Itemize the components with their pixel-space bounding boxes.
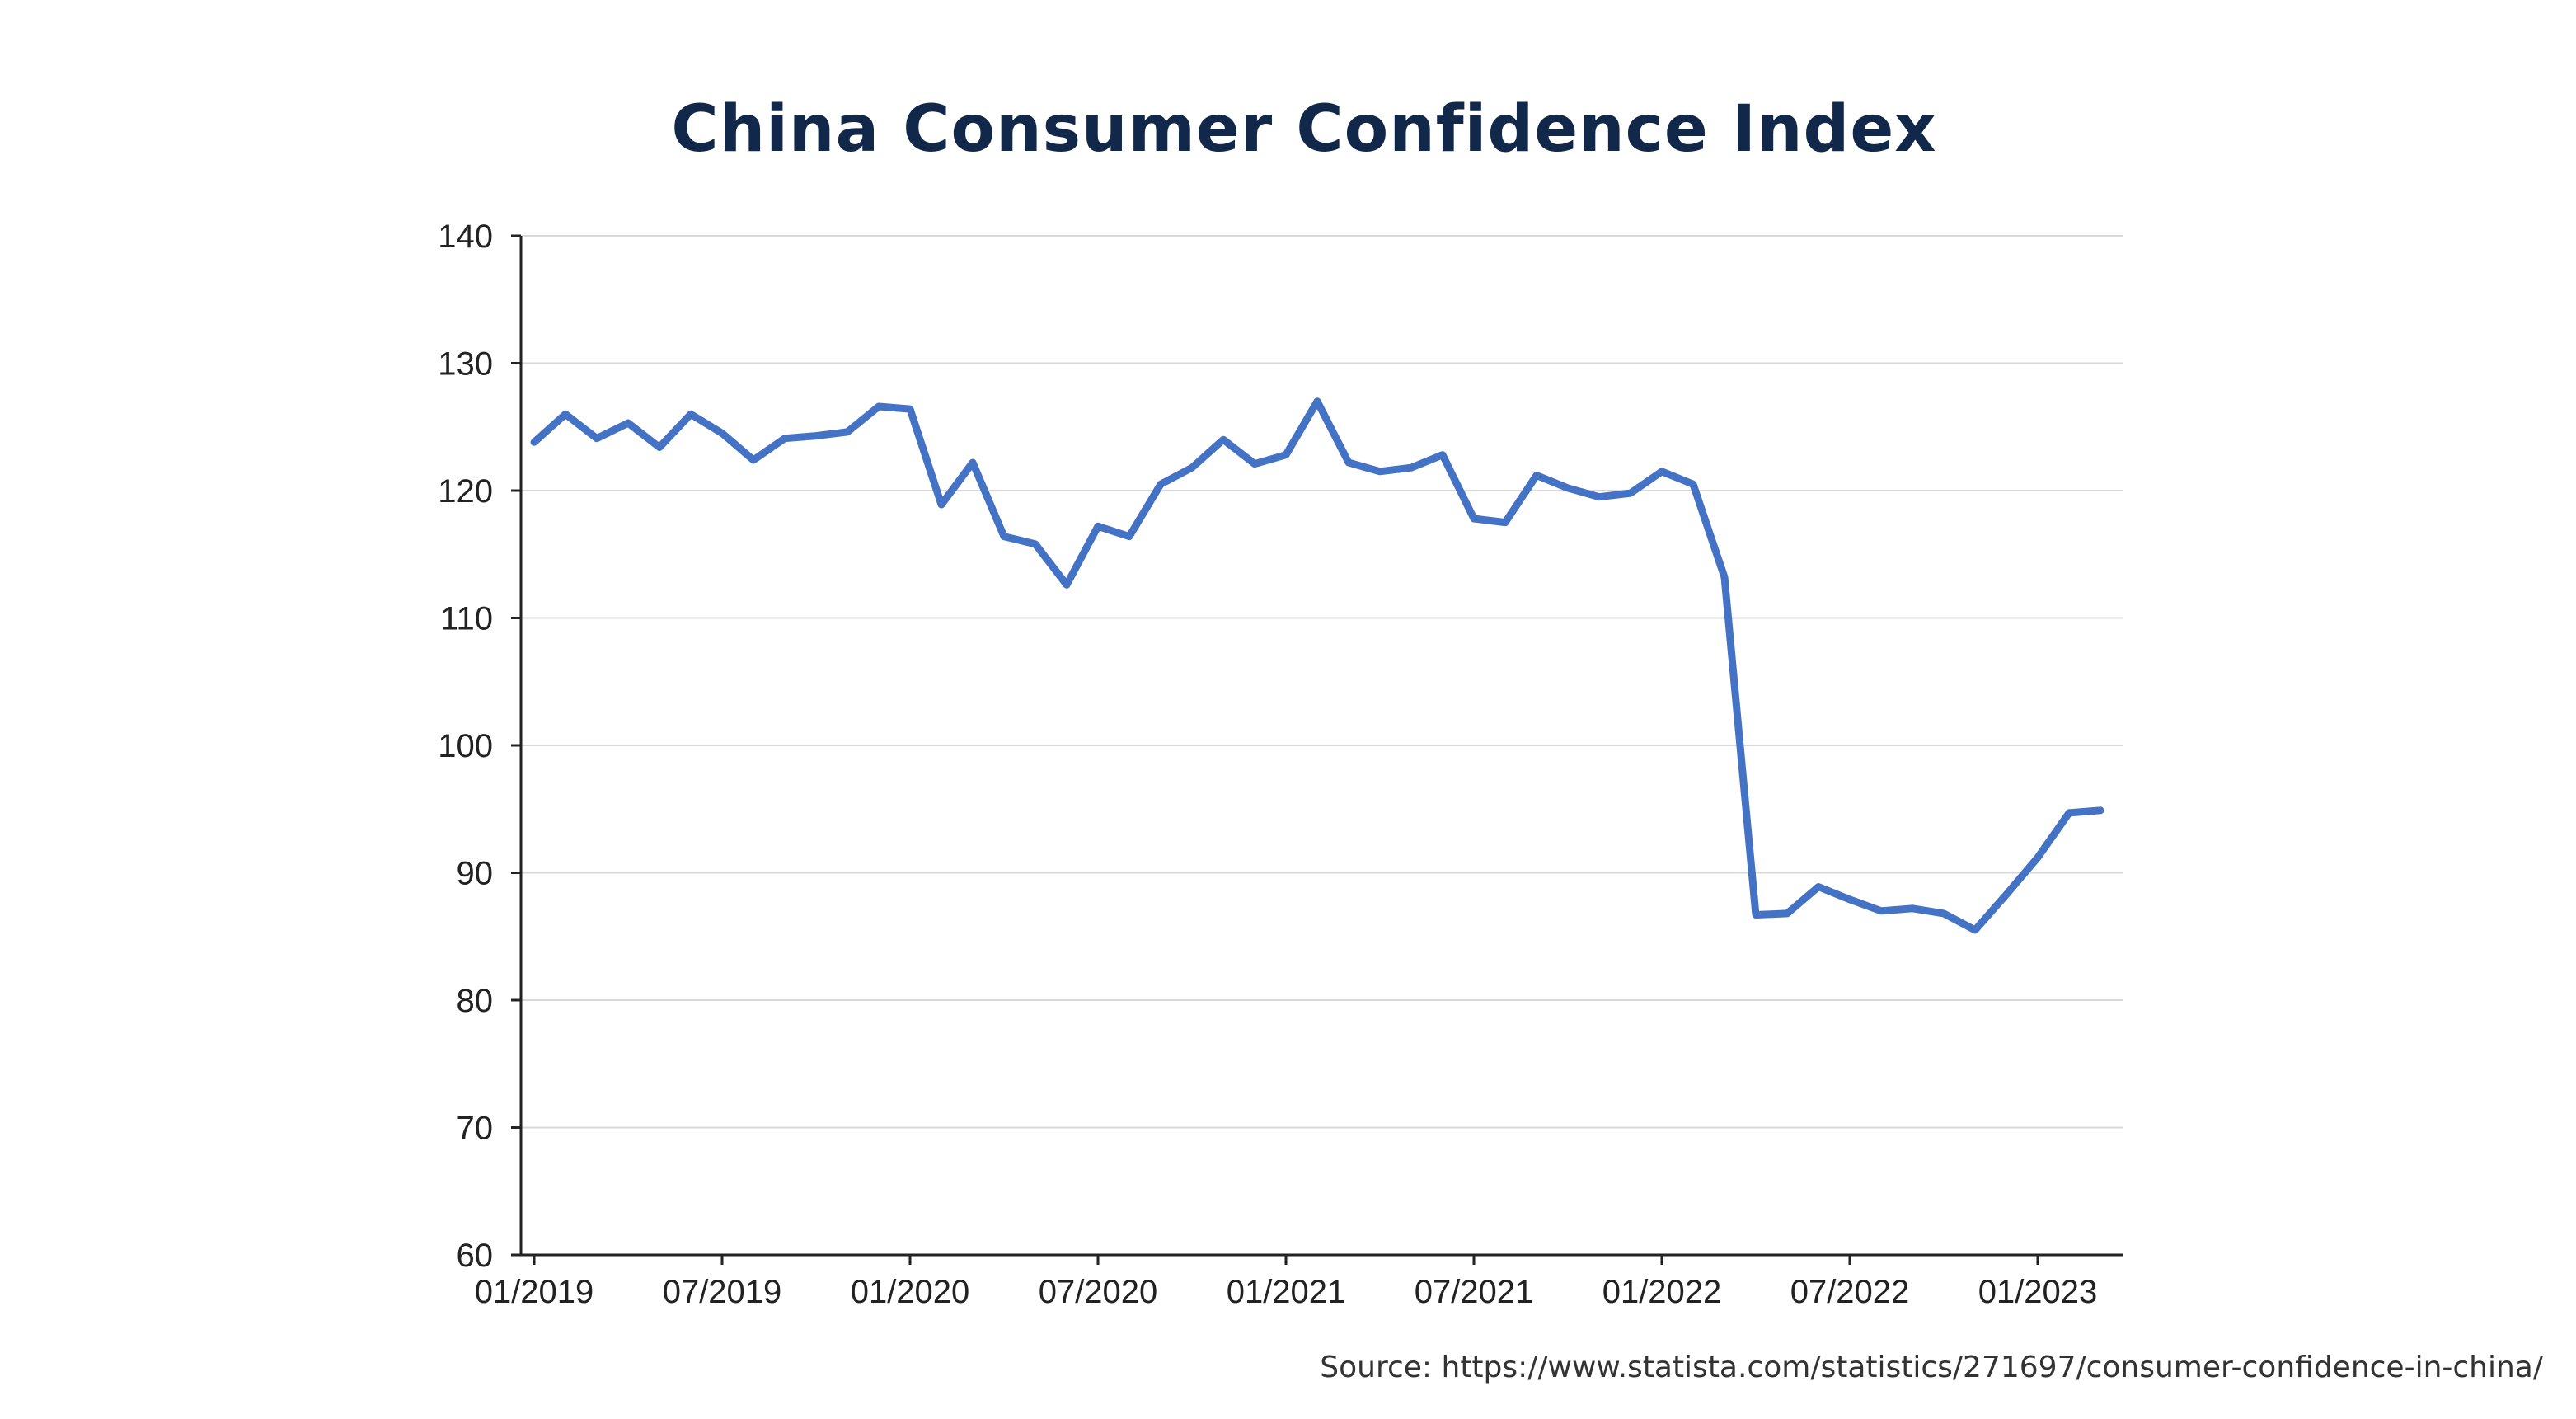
data-point-08-2022	[1879, 908, 1884, 914]
data-point-07-2020	[1096, 524, 1100, 529]
data-point-11-2019	[845, 429, 850, 435]
data-point-04-2022	[1753, 912, 1758, 918]
y-tick-label-60: 60	[457, 1238, 494, 1274]
series-group	[530, 397, 2104, 934]
y-tick-label-100: 100	[438, 728, 493, 764]
source-note: Source: https://www.statista.com/statist…	[1320, 1351, 2543, 1384]
data-point-09-2022	[1910, 905, 1915, 911]
data-point-02-2022	[1691, 482, 1696, 487]
x-tick-label-07-2019: 07/2019	[663, 1274, 782, 1310]
data-point-06-2020	[1064, 582, 1069, 588]
gridlines	[521, 235, 2123, 1129]
x-tick-label-01-2019: 01/2019	[475, 1274, 594, 1310]
data-point-11-2022	[1973, 928, 1978, 933]
y-tick-label-110: 110	[440, 601, 493, 637]
y-tick-label-80: 80	[457, 983, 494, 1019]
data-point-02-2023	[2067, 810, 2072, 815]
data-point-06-2022	[1816, 884, 1821, 890]
x-tick-label-07-2021: 07/2021	[1415, 1274, 1534, 1310]
data-point-01-2023	[2035, 855, 2040, 860]
data-point-02-2019	[563, 411, 568, 417]
data-point-05-2019	[657, 444, 662, 450]
y-axis-tick-labels: 60 70 80 90 100 110 120 130 140	[438, 218, 493, 1274]
data-point-09-2020	[1158, 482, 1163, 487]
data-point-05-2020	[1033, 541, 1038, 547]
data-point-01-2019	[532, 439, 537, 445]
x-tick-label-07-2022: 07/2022	[1790, 1274, 1910, 1310]
y-tick-label-90: 90	[457, 856, 494, 892]
data-point-07-2021	[1471, 516, 1476, 521]
y-tick-label-120: 120	[438, 473, 493, 510]
y-tick-label-70: 70	[457, 1111, 494, 1147]
data-point-07-2019	[720, 430, 725, 436]
data-point-03-2019	[594, 435, 599, 441]
data-point-03-2021	[1346, 460, 1351, 465]
y-tick-label-140: 140	[438, 218, 493, 255]
x-axis-tick-labels: 01/2019 07/2019 01/2020 07/2020 01/2021 07/20…	[475, 1274, 2098, 1310]
series-line	[530, 397, 2104, 934]
data-point-05-2021	[1409, 465, 1414, 471]
data-point-10-2019	[814, 433, 819, 439]
data-point-12-2019	[876, 404, 881, 409]
data-point-06-2021	[1440, 452, 1445, 458]
x-tick-label-01-2020: 01/2020	[851, 1274, 970, 1310]
data-point-05-2022	[1785, 910, 1790, 916]
data-point-07-2022	[1847, 896, 1852, 902]
data-point-01-2021	[1283, 452, 1288, 458]
data-point-11-2020	[1221, 437, 1226, 443]
data-point-10-2022	[1941, 910, 1946, 916]
data-point-04-2019	[626, 421, 631, 426]
data-point-12-2021	[1628, 491, 1633, 496]
data-point-09-2019	[782, 435, 787, 441]
axes	[511, 234, 2123, 1265]
data-point-03-2020	[970, 460, 975, 465]
data-point-03-2022	[1722, 575, 1727, 580]
x-tick-label-01-2023: 01/2023	[1978, 1274, 2098, 1310]
data-point-12-2022	[2004, 891, 2009, 897]
y-tick-label-130: 130	[438, 346, 493, 383]
data-point-08-2020	[1127, 533, 1132, 539]
chart-title: China Consumer Confidence Index	[671, 92, 1937, 167]
data-point-12-2020	[1252, 461, 1257, 467]
data-point-11-2021	[1597, 494, 1602, 500]
data-point-02-2020	[939, 502, 944, 507]
data-point-06-2019	[688, 411, 693, 417]
data-point-04-2021	[1377, 468, 1382, 474]
data-point-09-2021	[1534, 472, 1539, 478]
data-point-04-2020	[1002, 533, 1006, 539]
data-point-10-2020	[1189, 465, 1194, 471]
data-point-01-2020	[908, 406, 913, 412]
data-point-08-2019	[751, 457, 756, 463]
data-point-03-2023	[2098, 807, 2103, 813]
x-tick-label-07-2020: 07/2020	[1039, 1274, 1158, 1310]
data-point-08-2021	[1503, 519, 1508, 525]
data-point-01-2022	[1659, 468, 1664, 474]
data-point-02-2021	[1315, 398, 1320, 404]
x-tick-label-01-2022: 01/2022	[1602, 1274, 1722, 1310]
x-tick-label-01-2021: 01/2021	[1227, 1274, 1346, 1310]
data-point-10-2021	[1565, 485, 1570, 491]
